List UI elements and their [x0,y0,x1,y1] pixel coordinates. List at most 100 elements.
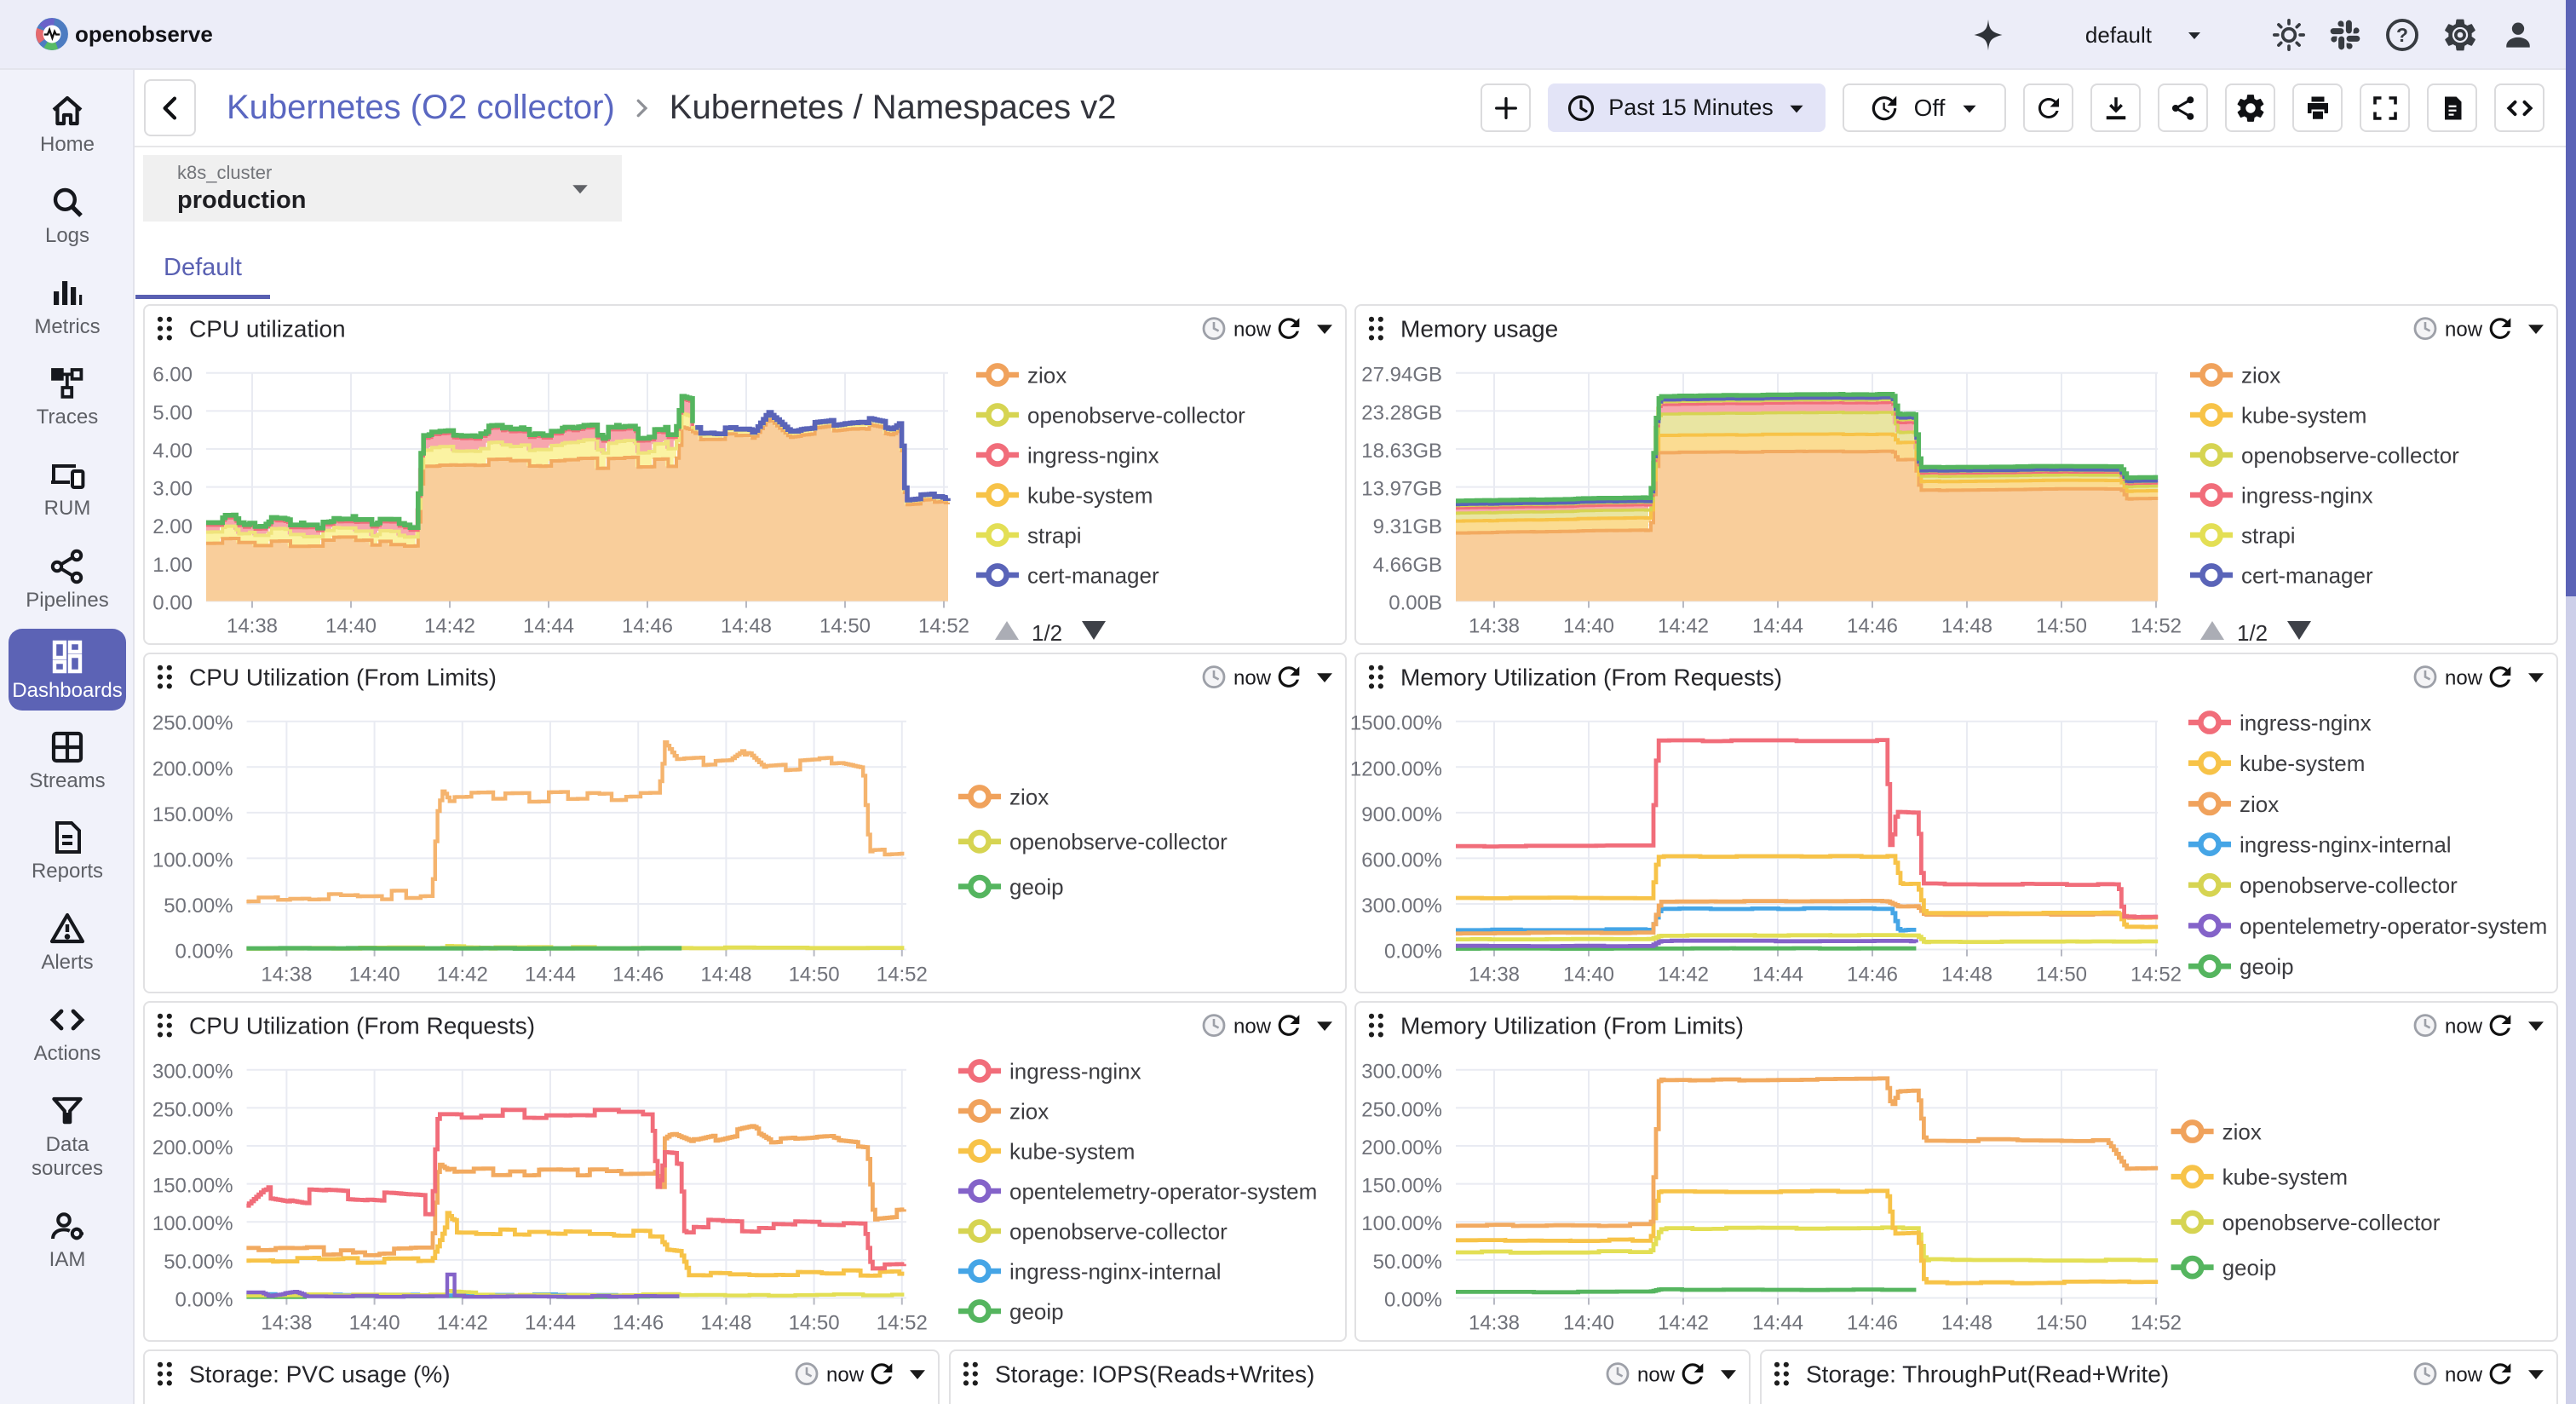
svg-text:14:38: 14:38 [1469,964,1520,987]
svg-text:CPU utilization: CPU utilization [189,316,346,342]
svg-text:900.00%: 900.00% [1361,803,1442,826]
svg-text:14:46: 14:46 [622,615,673,638]
svg-text:kube-system: kube-system [2240,751,2365,776]
svg-text:now: now [2445,319,2483,342]
svg-text:5.00: 5.00 [152,401,193,424]
svg-text:strapi: strapi [1027,522,1082,548]
svg-text:14:52: 14:52 [877,964,928,987]
svg-text:now: now [1637,1364,1676,1387]
svg-text:14:44: 14:44 [525,1312,576,1335]
svg-text:14:50: 14:50 [2036,1312,2087,1335]
svg-text:14:38: 14:38 [261,1312,312,1335]
svg-text:14:40: 14:40 [349,964,400,987]
svg-text:14:42: 14:42 [1658,615,1709,638]
svg-text:14:46: 14:46 [1847,615,1898,638]
svg-text:ingress-nginx-internal: ingress-nginx-internal [1009,1258,1222,1284]
svg-text:3.00: 3.00 [152,478,193,501]
svg-text:100.00%: 100.00% [152,1212,233,1235]
svg-text:14:44: 14:44 [1752,1312,1803,1335]
svg-text:openobserve-collector: openobserve-collector [1009,1218,1228,1244]
svg-text:250.00%: 250.00% [152,1098,233,1121]
svg-text:14:42: 14:42 [424,615,475,638]
svg-text:openobserve-collector: openobserve-collector [2241,442,2459,468]
svg-text:Memory usage: Memory usage [1400,316,1558,342]
svg-text:14:44: 14:44 [523,615,574,638]
svg-text:now: now [2445,667,2483,690]
svg-text:1/2: 1/2 [1032,620,1062,646]
svg-text:150.00%: 150.00% [152,803,233,826]
svg-text:14:52: 14:52 [2130,615,2182,638]
svg-text:geoip: geoip [2222,1255,2277,1280]
svg-text:250.00%: 250.00% [152,712,233,735]
svg-text:geoip: geoip [1009,874,1064,900]
svg-text:ingress-nginx: ingress-nginx [1027,442,1159,468]
svg-text:0.00%: 0.00% [1384,1289,1442,1312]
svg-text:openobserve-collector: openobserve-collector [1009,829,1228,854]
svg-text:Memory Utilization (From Reque: Memory Utilization (From Requests) [1400,665,1782,691]
svg-text:14:44: 14:44 [1752,615,1803,638]
svg-text:9.31GB: 9.31GB [1373,515,1442,538]
svg-text:?: ? [2396,24,2408,46]
svg-text:14:40: 14:40 [1563,615,1614,638]
svg-text:ingress-nginx: ingress-nginx [2240,710,2372,735]
svg-text:200.00%: 200.00% [152,757,233,780]
svg-text:kube-system: kube-system [2222,1165,2348,1190]
svg-text:ziox: ziox [2241,362,2280,388]
svg-text:now: now [1233,1016,1272,1039]
svg-text:14:42: 14:42 [437,964,488,987]
svg-text:300.00%: 300.00% [1361,1061,1442,1084]
svg-text:kube-system: kube-system [1027,482,1153,508]
svg-text:opentelemetry-operator-system: opentelemetry-operator-system [2240,913,2547,939]
svg-text:openobserve-collector: openobserve-collector [1027,402,1245,428]
svg-text:250.00%: 250.00% [1361,1098,1442,1121]
svg-text:1200.00%: 1200.00% [1350,757,1442,780]
svg-text:100.00%: 100.00% [1361,1212,1442,1235]
svg-text:150.00%: 150.00% [1361,1175,1442,1198]
svg-text:14:46: 14:46 [1847,1312,1898,1335]
svg-text:300.00%: 300.00% [152,1061,233,1084]
svg-text:strapi: strapi [2241,522,2296,548]
svg-text:14:38: 14:38 [1469,1312,1520,1335]
svg-text:27.94GB: 27.94GB [1361,364,1442,387]
svg-text:14:52: 14:52 [877,1312,928,1335]
svg-text:CPU Utilization (From Limits): CPU Utilization (From Limits) [189,665,497,691]
svg-text:14:48: 14:48 [1941,615,1992,638]
svg-text:14:46: 14:46 [612,1312,664,1335]
svg-text:50.00%: 50.00% [1373,1251,1442,1274]
svg-text:14:48: 14:48 [1941,1312,1992,1335]
svg-text:ziox: ziox [2222,1119,2262,1144]
svg-text:14:42: 14:42 [1658,964,1709,987]
svg-text:openobserve-collector: openobserve-collector [2240,872,2458,898]
svg-text:ziox: ziox [2240,791,2279,817]
svg-text:14:50: 14:50 [819,615,871,638]
svg-text:150.00%: 150.00% [152,1175,233,1198]
svg-text:14:40: 14:40 [349,1312,400,1335]
svg-text:14:50: 14:50 [789,1312,840,1335]
svg-text:1.00: 1.00 [152,554,193,577]
svg-text:2.00: 2.00 [152,515,193,538]
svg-text:14:44: 14:44 [1752,964,1803,987]
svg-text:4.00: 4.00 [152,440,193,463]
svg-text:23.28GB: 23.28GB [1361,401,1442,424]
svg-text:Memory Utilization (From Limit: Memory Utilization (From Limits) [1400,1013,1744,1039]
svg-text:now: now [1233,319,1272,342]
svg-text:14:48: 14:48 [721,615,772,638]
svg-text:kube-system: kube-system [2241,402,2366,428]
svg-text:200.00%: 200.00% [152,1136,233,1159]
svg-text:0.00B: 0.00B [1389,592,1442,615]
svg-text:4.66GB: 4.66GB [1373,554,1442,577]
svg-text:1/2: 1/2 [2237,620,2268,646]
svg-text:CPU Utilization (From Requests: CPU Utilization (From Requests) [189,1013,535,1039]
svg-text:ziox: ziox [1009,1098,1049,1124]
svg-text:0.00: 0.00 [152,592,193,615]
svg-text:14:48: 14:48 [700,964,751,987]
svg-text:cert-manager: cert-manager [1027,562,1159,588]
svg-text:14:40: 14:40 [1563,964,1614,987]
svg-text:14:40: 14:40 [1563,1312,1614,1335]
svg-text:Storage: ThroughPut(Read+Write: Storage: ThroughPut(Read+Write) [1806,1361,2169,1388]
svg-text:Storage: IOPS(Reads+Writes): Storage: IOPS(Reads+Writes) [995,1361,1314,1388]
svg-text:14:52: 14:52 [2130,1312,2182,1335]
svg-text:14:52: 14:52 [2130,964,2182,987]
svg-text:14:48: 14:48 [1941,964,1992,987]
svg-text:14:40: 14:40 [325,615,377,638]
